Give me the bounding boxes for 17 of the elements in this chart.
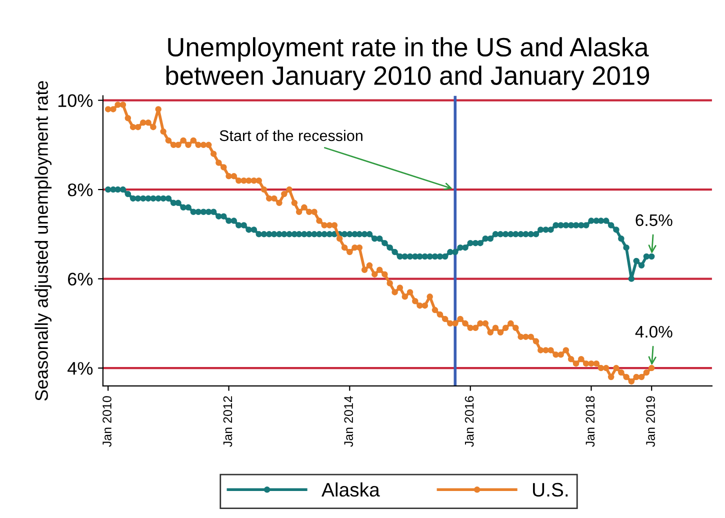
- x-tick-label: Jan 2012: [223, 396, 232, 447]
- x-tick-label: Jan 2016: [464, 396, 474, 447]
- x-tick-label: Jan 2014: [344, 396, 354, 447]
- y-tick-label: 4%: [68, 362, 93, 375]
- annotation: 4.0%: [635, 326, 672, 338]
- y-tick-label: 10%: [58, 94, 93, 108]
- y-tick-label: 6%: [68, 272, 93, 286]
- x-tick-label: Jan 2010: [102, 396, 112, 447]
- chart-title: Unemployment rate in the US and Alaska between January 2010 and January 2019: [166, 37, 650, 90]
- annotation: Start of the recession: [220, 130, 362, 142]
- x-tick-label: Jan 2019: [646, 396, 655, 447]
- y-tick-label: 8%: [68, 183, 93, 196]
- x-tick-label: Jan 2018: [586, 396, 595, 447]
- legend-label: U.S.: [533, 482, 568, 497]
- y-axis-title: Seasonally adjusted unemployment rate: [34, 81, 52, 401]
- legend-label: Alaska: [322, 482, 380, 497]
- annotation: 6.5%: [636, 214, 672, 226]
